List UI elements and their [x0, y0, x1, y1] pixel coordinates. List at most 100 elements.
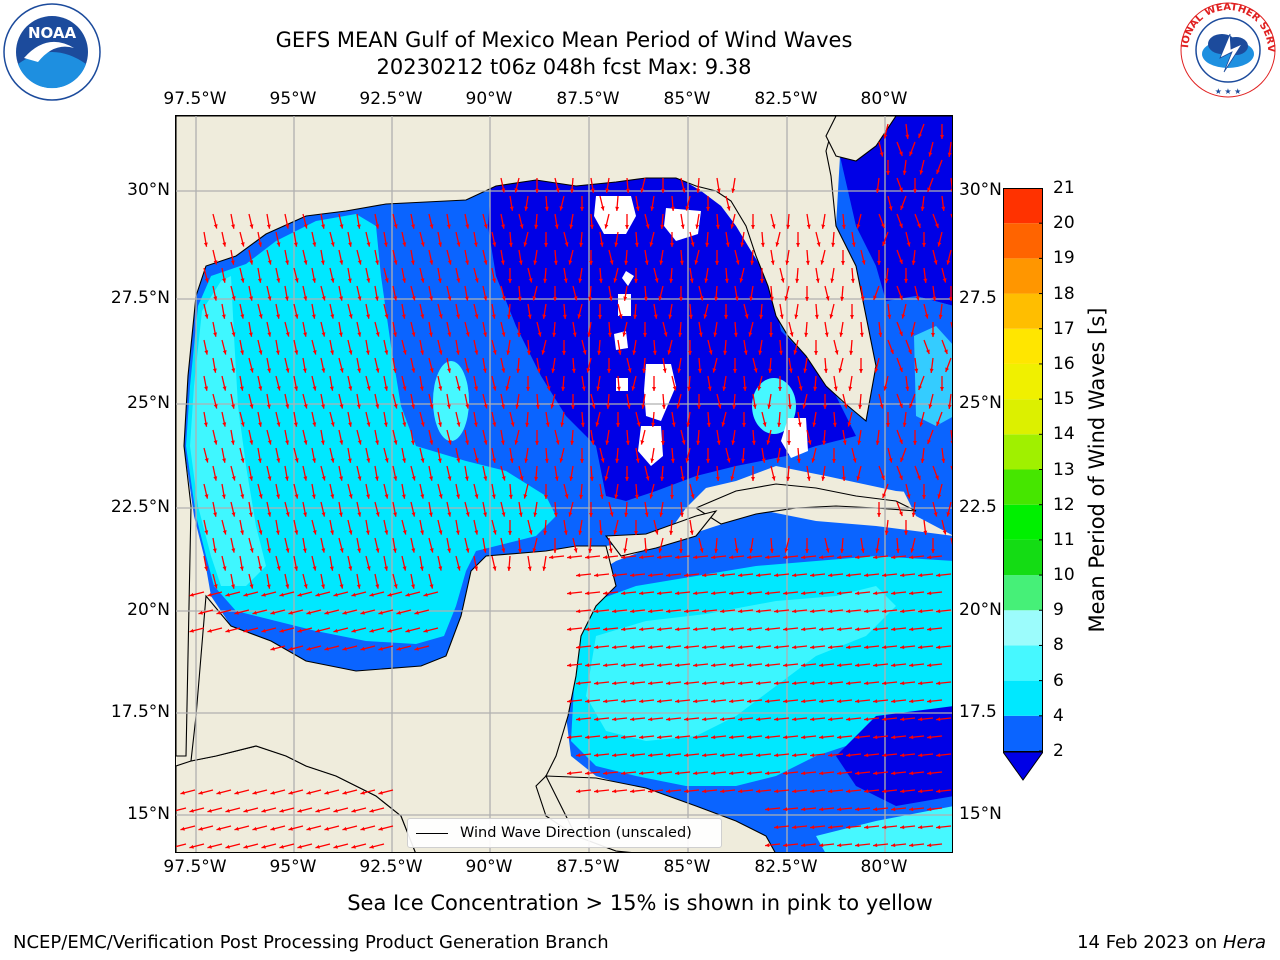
wave-arrow-head	[829, 314, 834, 319]
noaa-logo: NOAA	[2, 2, 102, 106]
wave-arrow-head	[738, 645, 743, 650]
wave-arrow-head	[576, 573, 581, 578]
wave-arrow-head	[627, 368, 632, 373]
wave-arrow-head	[365, 350, 370, 355]
wave-arrow-head	[384, 494, 389, 499]
wave-arrow-head	[888, 206, 893, 211]
wave-arrow-head	[279, 808, 284, 813]
wave-arrow-head	[648, 645, 653, 650]
wave-arrow-head	[603, 555, 608, 560]
wave-arrow-head	[483, 440, 488, 445]
wave-arrow-head	[525, 422, 530, 427]
wave-arrow-head	[936, 681, 941, 686]
wave-arrow-head	[221, 494, 226, 499]
wave-arrow-head	[669, 530, 674, 535]
wave-arrow-head	[667, 350, 672, 355]
wave-arrow-head	[712, 368, 717, 373]
wave-arrow-head	[679, 548, 683, 553]
wave-arrow-head	[594, 573, 599, 578]
map-legend: Wind Wave Direction (unscaled)	[407, 818, 722, 848]
wave-arrow-head	[675, 555, 680, 560]
wave-arrow-head	[783, 843, 788, 848]
wave-arrow-head	[604, 224, 609, 229]
wave-arrow-head	[774, 753, 779, 758]
wave-arrow-head	[833, 386, 838, 391]
wave-arrow-head	[612, 645, 617, 650]
wave-arrow-head	[810, 717, 815, 722]
wave-arrow-head	[333, 844, 338, 849]
wave-arrow-head	[899, 475, 903, 481]
wave-arrow-head	[240, 350, 244, 355]
wave-arrow-head	[378, 790, 383, 795]
legend-label: Wind Wave Direction (unscaled)	[460, 825, 692, 841]
wave-arrow-head	[690, 242, 695, 247]
wave-arrow-head	[567, 555, 572, 560]
wave-arrow-head	[411, 512, 416, 517]
wave-arrow-head	[321, 548, 326, 553]
wave-arrow-head	[814, 314, 819, 319]
wave-arrow-head	[527, 314, 532, 319]
wave-arrow-head	[288, 610, 293, 615]
wave-arrow-head	[882, 753, 887, 758]
wave-arrow-head	[783, 663, 788, 668]
wave-arrow-head	[581, 386, 586, 391]
wave-arrow-head	[276, 494, 280, 499]
wave-arrow-head	[874, 368, 879, 373]
wave-arrow-head	[243, 628, 248, 633]
wave-arrow-head	[612, 609, 617, 614]
wave-arrow-head	[351, 808, 356, 813]
wave-arrow-head	[284, 476, 289, 481]
colorbar-tick-label: 17	[1053, 318, 1075, 339]
wave-arrow-head	[666, 681, 671, 686]
wave-arrow-head	[950, 188, 952, 192]
wave-arrow-head	[203, 422, 208, 427]
wave-arrow	[950, 465, 952, 471]
wave-arrow-head	[774, 681, 779, 686]
wave-arrow-head	[429, 224, 434, 229]
wave-arrow-head	[276, 458, 281, 463]
wave-arrow-head	[621, 771, 626, 776]
wave-arrow-head	[303, 440, 308, 445]
wave-arrow-head	[375, 548, 380, 553]
wave-arrow-head	[899, 511, 903, 517]
wave-arrow-head	[927, 771, 932, 776]
wave-arrow-head	[231, 548, 236, 553]
wave-arrow-head	[714, 548, 719, 553]
wave-arrow-head	[792, 645, 797, 650]
wave-arrow-head	[850, 278, 855, 283]
wave-arrow-head	[600, 458, 605, 463]
wave-arrow-head	[508, 494, 513, 499]
wave-arrow-head	[330, 458, 335, 463]
wave-arrow-head	[662, 368, 667, 373]
wave-arrow-head	[909, 699, 914, 704]
wave-arrow-head	[639, 591, 644, 596]
wave-arrow-head	[198, 826, 203, 831]
wave-arrow-head	[402, 386, 407, 391]
wave-arrow-head	[681, 188, 686, 193]
wave-arrow-head	[814, 350, 818, 355]
wave-arrow-head	[693, 771, 698, 776]
wave-arrow-head	[778, 386, 782, 391]
wave-arrow-head	[384, 530, 389, 535]
wave-arrow-head	[720, 609, 725, 614]
wave-arrow-head	[643, 548, 648, 553]
wave-arrow-head	[765, 591, 770, 596]
wave-arrow-head	[783, 807, 788, 812]
wave-arrow-head	[828, 573, 833, 578]
wave-arrow-head	[783, 555, 788, 560]
wave-arrow-head	[267, 368, 271, 373]
wave-arrow-head	[765, 735, 770, 740]
wave-arrow-head	[738, 573, 743, 578]
wave-arrow-head	[927, 843, 932, 848]
wave-arrow-head	[378, 646, 383, 651]
wave-arrow-head	[258, 422, 262, 427]
wave-arrow-head	[659, 512, 664, 517]
wave-arrow-head	[243, 592, 248, 597]
lon-label: 92.5°W	[359, 89, 423, 109]
wave-arrow-head	[356, 404, 361, 409]
wave-arrow-head	[420, 494, 425, 499]
wave-arrow-head	[742, 386, 747, 391]
wave-arrow-head	[312, 386, 317, 391]
wave-arrow-head	[321, 476, 326, 481]
wave-arrow	[176, 807, 187, 812]
